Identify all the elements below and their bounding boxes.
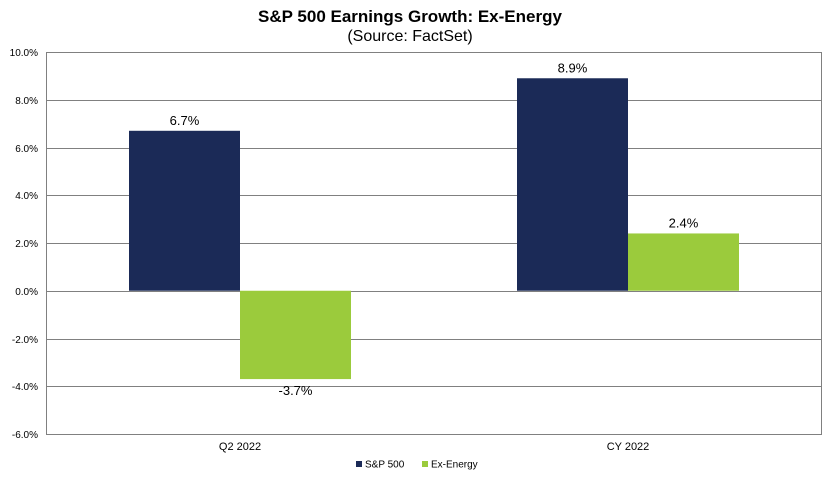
legend: S&P 500 Ex-Energy xyxy=(356,460,478,471)
data-label: 6.7% xyxy=(170,113,200,128)
y-tick-label: -2.0% xyxy=(12,335,38,346)
x-category-label: Q2 2022 xyxy=(219,441,261,453)
legend-swatch xyxy=(422,461,428,467)
y-tick-label: 0.0% xyxy=(15,287,38,298)
y-tick-label: -4.0% xyxy=(12,382,38,393)
data-label: 8.9% xyxy=(558,60,588,75)
bars xyxy=(129,78,739,380)
bar xyxy=(129,130,240,291)
data-labels: 6.7% -3.7% 8.9% 2.4% xyxy=(170,60,699,398)
y-tick-label: 2.0% xyxy=(15,239,38,250)
x-category-label: CY 2022 xyxy=(607,441,650,453)
y-tick-label: 6.0% xyxy=(15,144,38,155)
y-tick-label: 10.0% xyxy=(10,48,38,59)
data-label: -3.7% xyxy=(279,383,313,398)
bar xyxy=(240,290,351,380)
y-tick-label: 8.0% xyxy=(15,96,38,107)
data-label: 2.4% xyxy=(669,215,699,230)
y-tick-label: 4.0% xyxy=(15,191,38,202)
y-axis-tick-labels: 10.0% 8.0% 6.0% 4.0% 2.0% 0.0% -2.0% -4.0% -6.0% xyxy=(10,48,38,441)
chart-title: S&P 500 Earnings Growth: Ex-Energy xyxy=(258,7,562,26)
bar xyxy=(517,78,628,291)
x-axis-category-labels: Q2 2022 CY 2022 xyxy=(219,441,649,453)
legend-label: S&P 500 xyxy=(365,460,405,471)
legend-label: Ex-Energy xyxy=(431,460,478,471)
y-tick-label: -6.0% xyxy=(12,430,38,441)
bar xyxy=(628,233,739,291)
chart-subtitle: (Source: FactSet) xyxy=(347,28,472,45)
legend-swatch xyxy=(356,461,362,467)
